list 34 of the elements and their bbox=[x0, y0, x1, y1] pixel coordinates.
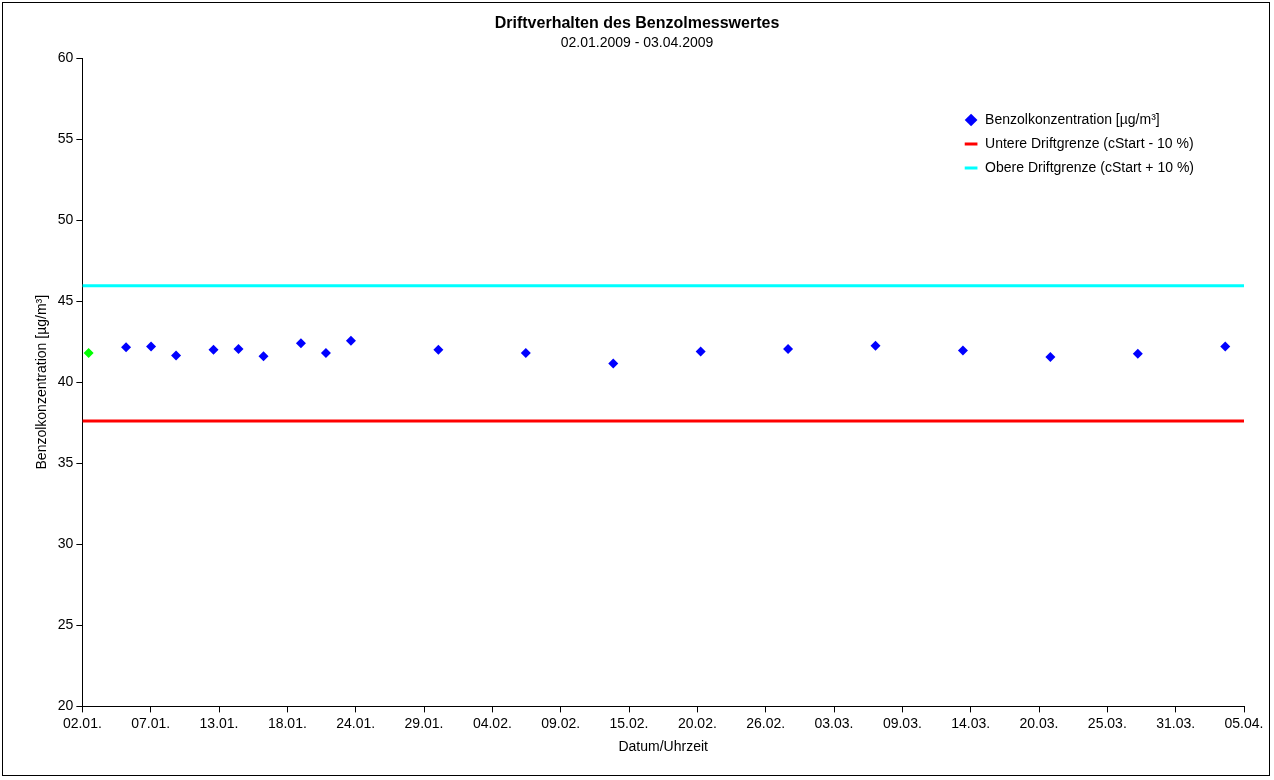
y-tick-label: 50 bbox=[57, 210, 74, 227]
x-tick-label: 09.03. bbox=[882, 714, 922, 731]
y-tick-label: 55 bbox=[57, 129, 74, 146]
x-tick-label: 20.02. bbox=[677, 714, 717, 731]
x-tick-label: 31.03. bbox=[1156, 714, 1196, 731]
x-tick-label: 04.02. bbox=[472, 714, 512, 731]
y-axis-title: Benzolkonzentration [µg/m³] bbox=[33, 294, 50, 470]
x-tick-label: 26.02. bbox=[746, 714, 786, 731]
chart-title: Driftverhalten des Benzolmesswertes bbox=[494, 14, 780, 32]
y-tick-label: 30 bbox=[57, 535, 74, 552]
x-tick-label: 02.01. bbox=[62, 714, 102, 731]
x-tick-label: 29.01. bbox=[404, 714, 444, 731]
x-tick-label: 09.02. bbox=[541, 714, 581, 731]
y-tick-label: 25 bbox=[57, 616, 74, 633]
y-tick-label: 60 bbox=[57, 48, 74, 65]
x-tick-label: 18.01. bbox=[267, 714, 307, 731]
x-tick-label: 20.03. bbox=[1019, 714, 1059, 731]
x-tick-label: 14.03. bbox=[951, 714, 991, 731]
legend-label: Obere Driftgrenze (cStart + 10 %) bbox=[985, 158, 1195, 175]
x-axis-title: Datum/Uhrzeit bbox=[618, 738, 709, 755]
legend-label: Benzolkonzentration [µg/m³] bbox=[985, 110, 1160, 127]
x-tick-label: 05.04. bbox=[1224, 714, 1264, 731]
chart-subtitle: 02.01.2009 - 03.04.2009 bbox=[560, 34, 714, 51]
x-tick-label: 03.03. bbox=[814, 714, 854, 731]
x-tick-label: 13.01. bbox=[199, 714, 239, 731]
y-tick-label: 20 bbox=[57, 697, 74, 714]
y-tick-label: 45 bbox=[57, 292, 74, 309]
x-tick-label: 07.01. bbox=[131, 714, 171, 731]
y-tick-label: 35 bbox=[57, 454, 74, 471]
x-tick-label: 25.03. bbox=[1087, 714, 1127, 731]
x-tick-label: 15.02. bbox=[609, 714, 649, 731]
legend-label: Untere Driftgrenze (cStart - 10 %) bbox=[985, 134, 1194, 151]
x-tick-label: 24.01. bbox=[336, 714, 376, 731]
y-tick-label: 40 bbox=[57, 373, 74, 390]
